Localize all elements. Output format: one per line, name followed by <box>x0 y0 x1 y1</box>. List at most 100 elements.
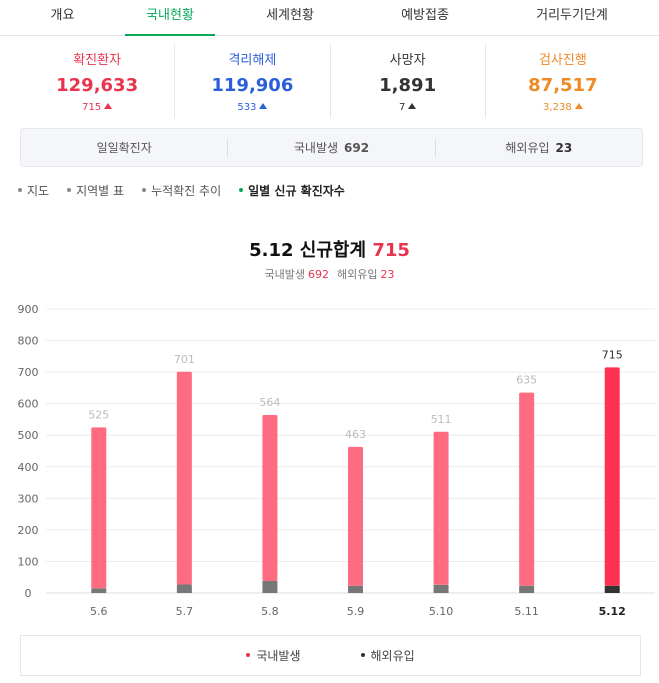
daily-confirmed-box: 일일확진자 국내발생 692 해외유입 23 <box>20 128 643 167</box>
x-tick-label: 5.12 <box>599 605 626 618</box>
chart-title: 5.12 신규합계 715 <box>0 236 659 262</box>
y-tick-label: 700 <box>18 366 39 379</box>
bullet-icon <box>142 188 147 192</box>
stat-confirmed-label: 확진환자 <box>73 53 122 68</box>
bar-overseas <box>604 585 620 593</box>
chart-subtitle: 국내발생 692 해외유입 23 <box>0 266 659 282</box>
stat-confirmed-value: 129,633 <box>56 75 139 96</box>
bar-total-label: 463 <box>345 428 366 441</box>
daily-overseas: 해외유입 23 <box>436 139 642 157</box>
arrow-up-icon <box>259 103 268 109</box>
x-tick-label: 5.9 <box>347 605 365 618</box>
subnav-region-table-label: 지역별 표 <box>76 184 125 198</box>
subnav-region-table[interactable]: 지역별 표 <box>67 181 124 201</box>
stat-deaths-value: 1,891 <box>379 75 437 96</box>
stat-released-delta: 533 <box>175 101 329 115</box>
daily-new-cases-chart: 0 100 200 300 400 500 600 700 800 900 525 5.6 701 5.7… <box>18 303 655 618</box>
stat-confirmed-delta-value: 715 <box>82 102 102 113</box>
bar-total-label: 525 <box>88 408 109 421</box>
daily-domestic-label: 국내발생 <box>293 140 339 155</box>
chart-area <box>0 214 659 683</box>
stat-confirmed: 확진환자 129,633 715 <box>20 44 176 118</box>
chart-subtitle-overseas-label: 해외유입 <box>337 268 378 281</box>
arrow-up-icon <box>104 103 113 109</box>
bar-total-label: 511 <box>431 413 452 426</box>
daily-label: 일일확진자 <box>21 138 229 157</box>
tab-bar: 개요 국내현황 세계현황 예방접종 거리두기단계 <box>0 0 659 36</box>
legend-item-domestic[interactable]: 국내발생 <box>246 647 301 664</box>
bar-total-label: 701 <box>174 353 195 366</box>
bar-domestic <box>519 392 535 586</box>
y-tick-label: 500 <box>18 429 39 442</box>
bar-domestic <box>91 427 107 589</box>
legend-overseas-dot-icon <box>360 653 365 657</box>
arrow-up-icon <box>408 103 417 109</box>
subnav-cumulative-label: 누적확진 추이 <box>151 184 222 198</box>
stat-deaths-delta: 7 <box>331 101 485 115</box>
bar-domestic <box>176 371 192 585</box>
subnav-daily-new[interactable]: 일별 신규 확진자수 <box>239 181 345 201</box>
legend-overseas-label: 해외유입 <box>370 649 415 663</box>
x-tick-label: 5.6 <box>90 605 108 618</box>
tab-world[interactable]: 세계현황 <box>266 8 314 23</box>
x-tick-label: 5.11 <box>514 605 539 618</box>
tab-domestic[interactable]: 국내현황 <box>125 0 215 36</box>
bullet-icon <box>67 188 72 192</box>
legend-domestic-dot-icon <box>246 653 251 657</box>
x-tick-label: 5.7 <box>176 605 194 618</box>
daily-overseas-value: 23 <box>555 140 573 155</box>
subnav-cumulative[interactable]: 누적확진 추이 <box>142 181 221 201</box>
bar-domestic <box>262 415 278 582</box>
bar-total-label: 564 <box>259 396 280 409</box>
x-tick-label: 5.10 <box>429 605 454 618</box>
stat-testing: 검사진행 87,517 3,238 <box>486 44 640 118</box>
stat-deaths-delta-value: 7 <box>398 102 406 113</box>
y-tick-label: 800 <box>18 335 39 348</box>
bar-overseas <box>519 585 535 593</box>
subnav-daily-new-label: 일별 신규 확진자수 <box>248 184 345 198</box>
y-tick-label: 100 <box>18 555 39 568</box>
arrow-up-icon <box>574 103 583 109</box>
bar-overseas <box>91 588 107 593</box>
legend-item-overseas[interactable]: 해외유입 <box>360 647 415 664</box>
tab-distancing[interactable]: 거리두기단계 <box>536 8 608 23</box>
chart-subtitle-domestic-label: 국내발생 <box>264 268 305 281</box>
daily-domestic-value: 692 <box>344 140 370 155</box>
chart-title-prefix: 5.12 신규합계 <box>249 240 367 261</box>
y-tick-label: 400 <box>18 461 39 474</box>
daily-domestic: 국내발생 692 <box>228 138 436 157</box>
chart-subnav: 지도 지역별 표 누적확진 추이 일별 신규 확진자수 <box>18 181 363 201</box>
bar-overseas <box>433 584 449 593</box>
stat-released-delta-value: 533 <box>237 102 257 113</box>
stat-testing-value: 87,517 <box>528 75 598 96</box>
y-tick-label: 300 <box>18 492 39 505</box>
bar-domestic <box>348 446 363 586</box>
subnav-map-label: 지도 <box>27 184 50 198</box>
bar-total-label: 635 <box>516 374 537 387</box>
daily-overseas-label: 해외유입 <box>505 140 550 155</box>
bar-overseas <box>176 584 192 593</box>
x-tick-label: 5.8 <box>261 605 279 618</box>
stat-confirmed-delta: 715 <box>20 101 174 115</box>
stat-deaths: 사망자 1,891 7 <box>331 44 486 118</box>
bullet-icon <box>239 188 244 192</box>
stats-panel: 확진환자 129,633 715 격리해제 119,906 533 사망자 1,… <box>20 44 640 118</box>
chart-legend: 국내발생 해외유입 <box>20 635 641 676</box>
bullet-icon <box>18 188 22 192</box>
stat-testing-delta: 3,238 <box>486 101 640 115</box>
bar-total-label: 715 <box>602 348 623 361</box>
y-tick-label: 900 <box>18 303 39 316</box>
stat-testing-label: 검사진행 <box>538 53 587 68</box>
tab-overview[interactable]: 개요 <box>50 8 75 23</box>
chart-subtitle-domestic-value: 692 <box>308 268 329 281</box>
subnav-map[interactable]: 지도 <box>18 181 49 201</box>
tab-vaccination[interactable]: 예방접종 <box>401 8 449 23</box>
y-tick-label: 600 <box>18 398 39 411</box>
y-tick-label: 200 <box>18 524 39 537</box>
chart-title-value: 715 <box>372 240 410 261</box>
bar-overseas <box>262 581 278 593</box>
stat-released-value: 119,906 <box>211 75 294 96</box>
bar-overseas <box>348 585 363 593</box>
chart-subtitle-overseas-value: 23 <box>380 268 395 281</box>
stat-released: 격리해제 119,906 533 <box>175 44 331 118</box>
